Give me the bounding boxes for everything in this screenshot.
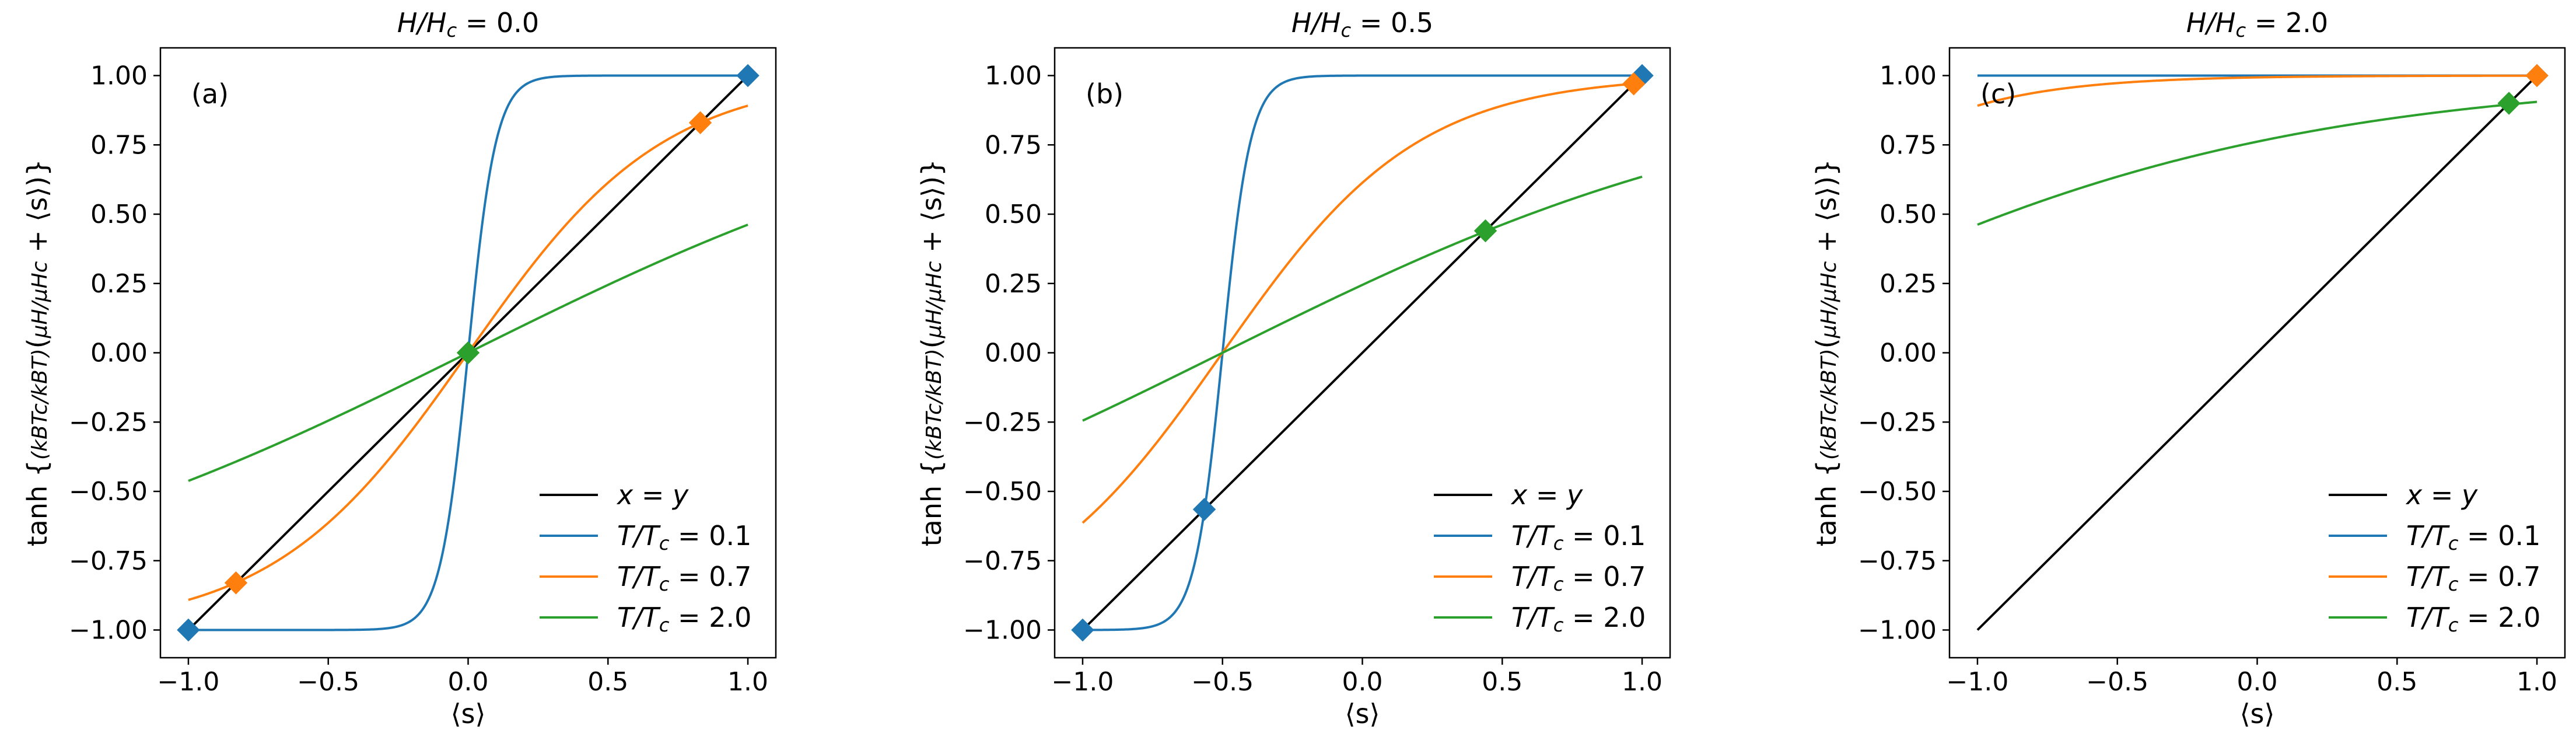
x-tick-label: 0.0 xyxy=(1342,667,1383,697)
y-tick-label: 0.00 xyxy=(90,338,148,368)
legend: x = y T/Tc = 0.1 T/Tc = 0.7 T/Tc = 2.0 xyxy=(1434,479,1646,636)
y-tick-label: −1.00 xyxy=(69,616,148,645)
panel-title: H/Hc = 0.5 xyxy=(1292,7,1433,41)
x-tick-label: 0.5 xyxy=(587,667,628,697)
legend: x = y T/Tc = 0.1 T/Tc = 0.7 T/Tc = 2.0 xyxy=(2329,479,2540,636)
panel-tag: (b) xyxy=(1086,78,1124,110)
x-tick-label: −0.5 xyxy=(1191,667,1254,697)
y-tick-label: −0.50 xyxy=(1858,477,1937,507)
fixed-point-marker xyxy=(2525,64,2549,88)
panel-tag: (a) xyxy=(191,78,229,110)
fixed-point-marker xyxy=(736,64,760,88)
x-tick-label: 0.0 xyxy=(448,667,489,697)
fixed-point-marker xyxy=(1474,219,1497,243)
y-tick-label: −0.50 xyxy=(69,477,148,507)
y-tick-label: −0.25 xyxy=(1858,407,1937,437)
series-line-t20 xyxy=(1977,100,2538,226)
legend-label-t01: T/Tc = 0.1 xyxy=(1511,520,1646,554)
y-tick-label: 0.75 xyxy=(1880,130,1937,160)
series-line-t07 xyxy=(1082,82,1643,524)
series-lines xyxy=(1976,74,2538,631)
y-tick-label: −0.75 xyxy=(963,546,1042,576)
legend-label-t20: T/Tc = 2.0 xyxy=(1511,602,1646,636)
series-lines xyxy=(1082,74,1643,631)
legend: x = y T/Tc = 0.1 T/Tc = 0.7 T/Tc = 2.0 xyxy=(540,479,751,636)
x-tick-label: 0.0 xyxy=(2237,667,2278,697)
x-tick-label: 1.0 xyxy=(2516,667,2557,697)
y-axis-label: tanh {(kBTc/kBT)(μH/μHc + ⟨s⟩)} xyxy=(1811,159,1842,547)
panel-title: H/Hc = 2.0 xyxy=(2186,7,2328,41)
x-axis-label: ⟨s⟩ xyxy=(2240,698,2275,729)
y-tick-label: 1.00 xyxy=(1880,61,1937,91)
legend-label-t07: T/Tc = 0.7 xyxy=(2406,561,2540,595)
y-tick-label: 0.25 xyxy=(985,269,1042,299)
y-tick-label: 1.00 xyxy=(90,61,148,91)
fixed-point-marker xyxy=(2497,92,2521,115)
y-axis-label: tanh {(kBTc/kBT)(μH/μHc + ⟨s⟩)} xyxy=(916,159,947,547)
y-axis-label: tanh {(kBTc/kBT)(μH/μHc + ⟨s⟩)} xyxy=(22,159,53,547)
y-tick-label: −0.50 xyxy=(963,477,1042,507)
legend-label-t01: T/Tc = 0.1 xyxy=(2406,520,2540,554)
y-tick-label: −1.00 xyxy=(1858,616,1937,645)
legend-label-t07: T/Tc = 0.7 xyxy=(1511,561,1646,595)
y-tick-label: 0.00 xyxy=(985,338,1042,368)
series-line-t01 xyxy=(1082,74,1643,631)
y-tick-label: 0.50 xyxy=(1880,200,1937,229)
legend-label-t07: T/Tc = 0.7 xyxy=(617,561,751,595)
y-tick-label: −1.00 xyxy=(963,616,1042,645)
fixed-point-marker xyxy=(1071,618,1094,642)
x-axis-label: ⟨s⟩ xyxy=(1345,698,1380,729)
legend-label-xy: x = y xyxy=(1510,479,1583,511)
fixed-point-marker xyxy=(1192,498,1216,521)
legend-label-xy: x = y xyxy=(2405,479,2478,511)
legend-label-xy: x = y xyxy=(616,479,689,511)
y-tick-label: −0.75 xyxy=(69,546,148,576)
x-tick-label: −1.0 xyxy=(158,667,220,697)
y-tick-label: −0.25 xyxy=(963,407,1042,437)
legend-label-t20: T/Tc = 2.0 xyxy=(2406,602,2540,636)
panel-2: −1.0 −0.5 0.0 0.5 1.0 −1.00 −0.75 −0.50 −0.25 0.0… xyxy=(916,7,1671,729)
panel-1: −1.0 −0.5 0.0 0.5 1.0 −1.00 −0.75 −0.50 −0.25 0.0… xyxy=(22,7,777,729)
legend-label-t20: T/Tc = 2.0 xyxy=(617,602,751,636)
fixed-point-marker xyxy=(456,341,480,365)
x-tick-label: −1.0 xyxy=(1947,667,2009,697)
x-tick-label: 0.5 xyxy=(2376,667,2417,697)
y-tick-label: 0.25 xyxy=(90,269,148,299)
legend-label-t01: T/Tc = 0.1 xyxy=(617,520,751,554)
y-tick-label: 0.75 xyxy=(985,130,1042,160)
fixed-point-marker xyxy=(688,111,712,134)
x-tick-label: 0.5 xyxy=(1482,667,1522,697)
series-line-t20 xyxy=(1082,175,1643,422)
series-line-xy xyxy=(1082,75,1643,631)
series-line-xy xyxy=(1976,75,2538,631)
fixed-point-marker xyxy=(177,618,200,642)
y-tick-label: −0.25 xyxy=(69,407,148,437)
fixed-point-marker xyxy=(224,571,248,595)
series-line-t07 xyxy=(1977,74,2538,107)
x-tick-label: 1.0 xyxy=(1622,667,1662,697)
y-tick-label: 1.00 xyxy=(985,61,1042,91)
panel-tag: (c) xyxy=(1980,78,2016,110)
x-axis-label: ⟨s⟩ xyxy=(451,698,486,729)
fixed-point-marker xyxy=(1622,72,1646,96)
panel-3: −1.0 −0.5 0.0 0.5 1.0 −1.00 −0.75 −0.50 −0.25 0.0… xyxy=(1811,7,2566,729)
panel-title: H/Hc = 0.0 xyxy=(397,7,539,41)
y-tick-label: 0.50 xyxy=(90,200,148,229)
y-tick-label: 0.75 xyxy=(90,130,148,160)
x-tick-label: 1.0 xyxy=(727,667,768,697)
y-tick-label: 0.50 xyxy=(985,200,1042,229)
x-tick-label: −0.5 xyxy=(297,667,359,697)
x-tick-label: −1.0 xyxy=(1052,667,1114,697)
x-tick-label: −0.5 xyxy=(2086,667,2148,697)
y-tick-label: 0.25 xyxy=(1880,269,1937,299)
y-tick-label: 0.00 xyxy=(1880,338,1937,368)
y-tick-label: −0.75 xyxy=(1858,546,1937,576)
